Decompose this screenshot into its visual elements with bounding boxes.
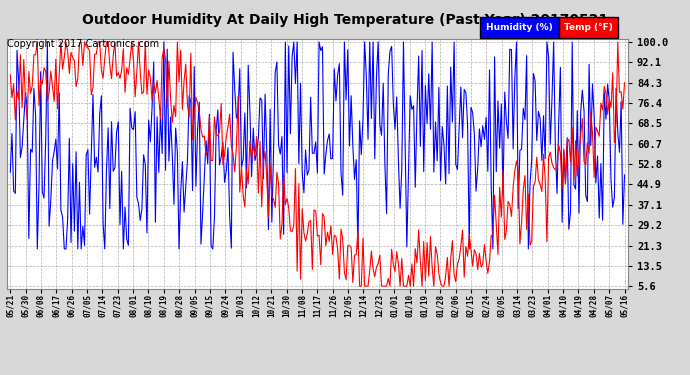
Text: Humidity (%): Humidity (%) xyxy=(486,22,553,32)
Text: Temp (°F): Temp (°F) xyxy=(564,22,613,32)
Text: Outdoor Humidity At Daily High Temperature (Past Year) 20170521: Outdoor Humidity At Daily High Temperatu… xyxy=(82,13,608,27)
Text: Copyright 2017 Cartronics.com: Copyright 2017 Cartronics.com xyxy=(7,39,159,50)
